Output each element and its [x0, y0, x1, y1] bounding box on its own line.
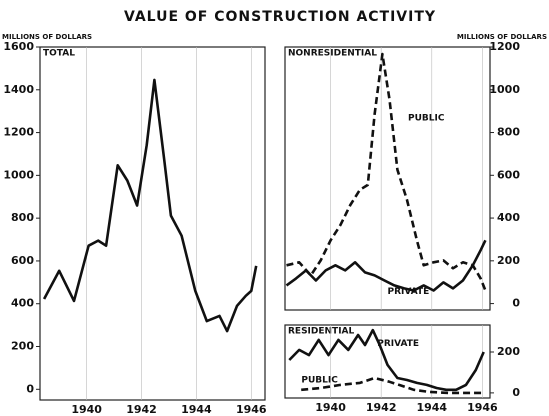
series-label: PRIVATE — [377, 339, 419, 349]
y-tick-label: 0 — [512, 386, 520, 399]
y-tick-label: 200 — [497, 254, 520, 267]
series-line — [285, 239, 487, 292]
x-tick-label: 1940 — [71, 403, 102, 416]
x-tick-label: 1940 — [315, 401, 346, 414]
plot-frame — [284, 46, 491, 311]
x-tick-label: 1946 — [236, 403, 267, 416]
y-tick-label: 1200 — [3, 126, 34, 139]
y-tick-label: 1000 — [3, 168, 34, 181]
plot-frame — [39, 46, 266, 401]
series-label: PUBLIC — [408, 114, 445, 124]
x-tick-label: 1942 — [366, 401, 397, 414]
x-tick-label: 1944 — [416, 401, 447, 414]
series-line — [301, 376, 484, 395]
panel-title: TOTAL — [43, 49, 75, 59]
y-tick-label: 600 — [497, 168, 520, 181]
series-line — [42, 78, 258, 333]
panel-title: NONRESIDENTIAL — [288, 49, 377, 59]
y-tick-label: 0 — [26, 382, 34, 395]
series-label: PUBLIC — [301, 375, 338, 385]
y-tick-label: 400 — [497, 211, 520, 224]
series-label: PRIVATE — [388, 287, 430, 297]
x-tick-label: 1942 — [126, 403, 157, 416]
y-axis-label: MILLIONS OF DOLLARS — [2, 33, 92, 41]
y-tick-label: 1200 — [489, 40, 520, 53]
y-tick-label: 400 — [11, 297, 34, 310]
panel-title: RESIDENTIAL — [288, 327, 355, 337]
y-tick-label: 600 — [11, 254, 34, 267]
y-tick-label: 1400 — [3, 83, 34, 96]
y-axis-label: MILLIONS OF DOLLARS — [457, 33, 547, 41]
y-tick-label: 1600 — [3, 40, 34, 53]
y-tick-label: 0 — [512, 297, 520, 310]
x-tick-label: 1946 — [467, 401, 498, 414]
plot-frame — [284, 324, 491, 399]
chart-title: VALUE OF CONSTRUCTION ACTIVITY — [124, 9, 436, 25]
y-tick-label: 1000 — [489, 83, 520, 96]
y-tick-label: 800 — [11, 211, 34, 224]
series-line — [288, 328, 485, 392]
y-tick-label: 800 — [497, 126, 520, 139]
y-tick-label: 200 — [497, 345, 520, 358]
series-line — [286, 52, 487, 291]
y-tick-label: 200 — [11, 340, 34, 353]
x-tick-label: 1944 — [181, 403, 212, 416]
